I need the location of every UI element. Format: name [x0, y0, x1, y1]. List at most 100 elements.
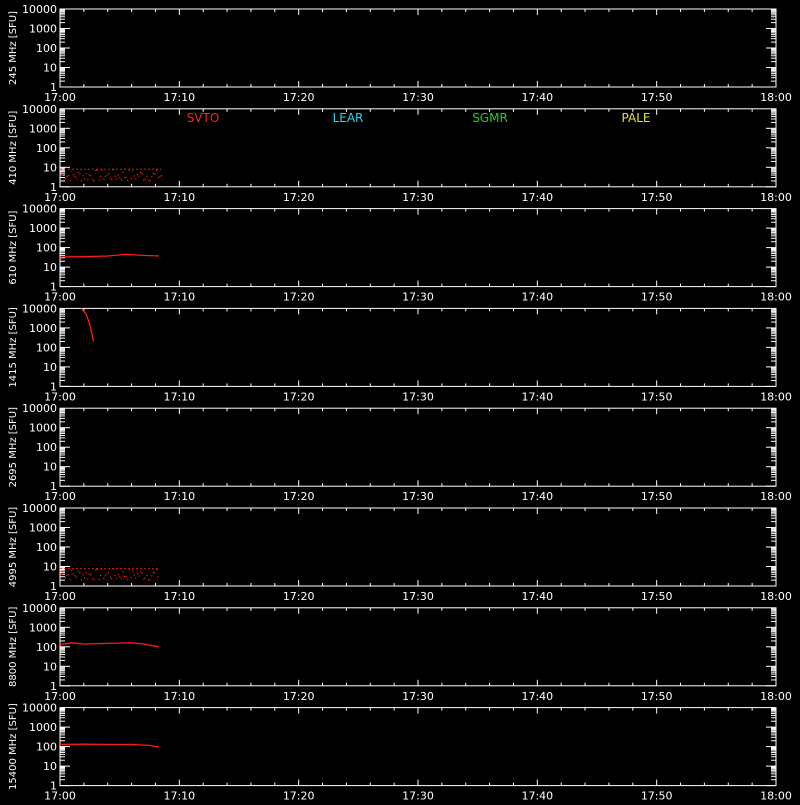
series-dot [148, 179, 150, 182]
series-dot [114, 175, 116, 177]
y-tick-label: 100 [36, 341, 57, 354]
series-svto [60, 567, 160, 581]
x-tick-label: 17:30 [402, 291, 434, 304]
series-dot [136, 573, 138, 575]
y-tick-label: 10 [43, 760, 57, 773]
x-tick-label: 17:40 [521, 291, 553, 304]
series-dot [124, 576, 126, 578]
series-dot [112, 169, 114, 171]
x-tick-label: 17:10 [163, 490, 195, 503]
series-dot [125, 576, 127, 578]
series-dot [93, 180, 95, 182]
series-dot [152, 572, 154, 574]
series-dot [119, 576, 121, 578]
x-tick-label: 17:50 [641, 490, 673, 503]
series-dot [66, 175, 68, 177]
series-dot [146, 574, 148, 576]
x-tick-label: 18:00 [760, 590, 792, 603]
y-axis-label: 15400 MHz [SFU] [8, 703, 19, 790]
y-tick-label: 1000 [29, 222, 57, 235]
series-dot [132, 170, 134, 172]
x-tick-label: 17:00 [44, 690, 76, 703]
series-dot [80, 180, 82, 182]
x-tick-label: 17:30 [402, 91, 434, 104]
series-dot [154, 572, 156, 574]
panel-1415-mhz: 1 10 100 1000 10000 17:00 17:10 17:20 17:30 17:40… [8, 302, 792, 403]
y-axis-label: 4995 MHz [SFU] [8, 507, 19, 588]
x-tick-label: 17:30 [402, 690, 434, 703]
panel-frame [59, 407, 777, 487]
series-dot [127, 579, 129, 581]
series-dot [101, 568, 103, 571]
x-tick-label: 17:20 [283, 790, 315, 800]
series-dot [146, 175, 148, 177]
series-dot [100, 574, 102, 577]
y-tick-label: 10000 [22, 203, 57, 216]
y-tick-label: 100 [36, 242, 57, 255]
series-dot [149, 180, 151, 182]
y-tick-label: 10000 [22, 602, 57, 615]
series-dot [128, 170, 130, 172]
x-tick-label: 17:50 [641, 590, 673, 603]
series-dot [117, 573, 119, 575]
y-axis-label: 410 MHz [SFU] [8, 111, 19, 185]
y-tick-label: 1000 [29, 122, 57, 135]
x-tick-label: 17:10 [163, 690, 195, 703]
series-dot [152, 172, 154, 175]
panel-frame [59, 307, 777, 387]
series-dot [71, 569, 73, 571]
series-dot [72, 573, 74, 575]
panel-610-mhz: 1 10 100 1000 10000 17:00 17:10 17:20 17:30 17:40… [8, 203, 792, 304]
series-dot [103, 577, 105, 580]
panel-8800-mhz: 1 10 100 1000 10000 17:00 17:10 17:20 17:30 17:40… [8, 602, 792, 703]
x-tick-label: 17:30 [402, 590, 434, 603]
series-dot [82, 175, 84, 177]
series-dot [120, 179, 122, 181]
y-axis-label: 2695 MHz [SFU] [8, 407, 19, 488]
series-dot [136, 173, 138, 176]
y-tick-label: 10 [43, 561, 57, 574]
series-dot [68, 175, 70, 177]
series-dot [135, 178, 137, 180]
series-dot [76, 576, 78, 578]
y-tick-label: 100 [36, 42, 57, 55]
series-dot [117, 174, 119, 176]
x-tick-label: 17:20 [283, 390, 315, 403]
series-dot [77, 571, 79, 573]
y-tick-label: 10 [43, 660, 57, 673]
series-dot [98, 179, 100, 181]
y-tick-label: 10 [43, 161, 57, 174]
series-dot [127, 180, 129, 182]
series-dot [135, 577, 137, 579]
x-tick-label: 17:10 [163, 390, 195, 403]
x-tick-label: 18:00 [760, 390, 792, 403]
x-tick-label: 17:30 [402, 191, 434, 204]
x-tick-label: 17:30 [402, 390, 434, 403]
x-tick-label: 17:00 [44, 790, 76, 800]
y-tick-label: 1 [50, 380, 57, 393]
series-dot [61, 174, 63, 176]
y-tick-label: 1000 [29, 522, 57, 535]
x-tick-label: 18:00 [760, 690, 792, 703]
x-tick-label: 17:00 [44, 490, 76, 503]
x-tick-label: 18:00 [760, 490, 792, 503]
y-axis-label: 245 MHz [SFU] [8, 11, 19, 85]
series-svto [59, 253, 160, 258]
y-tick-label: 1000 [29, 422, 57, 435]
x-tick-label: 17:20 [283, 690, 315, 703]
x-tick-label: 17:10 [163, 590, 195, 603]
series-dot [143, 578, 145, 580]
series-dot [64, 577, 66, 579]
y-axis-label: 8800 MHz [SFU] [8, 606, 19, 687]
y-tick-label: 10 [43, 62, 57, 75]
panel-410-mhz: 1 10 100 1000 10000 17:00 17:10 17:20 17:30 17:40… [8, 103, 792, 204]
x-tick-label: 17:50 [641, 690, 673, 703]
series-dot [95, 569, 97, 571]
series-dot [108, 173, 110, 175]
x-tick-label: 17:40 [521, 390, 553, 403]
x-tick-label: 17:00 [44, 291, 76, 304]
series-dot [66, 574, 68, 577]
series-dot [109, 177, 111, 179]
y-tick-label: 10000 [22, 3, 57, 16]
